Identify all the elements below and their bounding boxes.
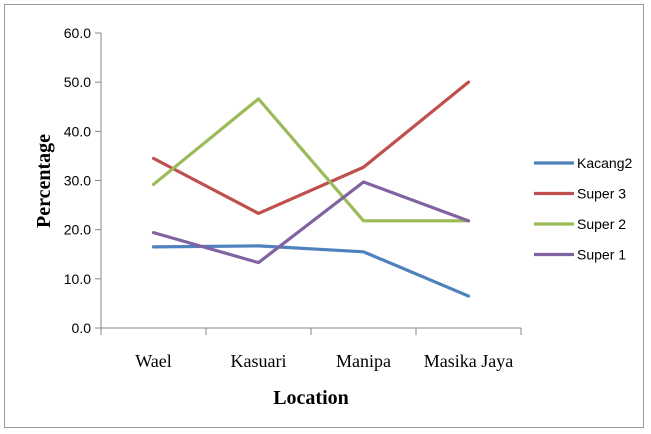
series-line-super-2 [151, 97, 471, 223]
y-tick-label: 20.0 [64, 222, 91, 238]
x-axis-title: Location [273, 387, 349, 409]
x-tick-label: Masika Jaya [424, 351, 513, 371]
legend-label-kacang2: Kacang2 [577, 155, 632, 171]
x-tick-label: Wael [135, 351, 172, 371]
y-tick-label: 0.0 [72, 320, 92, 336]
y-tick-labels: 0.0 10.0 20.0 30.0 40.0 50.0 60.0 [64, 25, 91, 336]
y-tick-label: 10.0 [64, 271, 91, 287]
axes [95, 32, 522, 335]
chart-area [4, 4, 644, 428]
series-line-kacang2 [151, 244, 471, 298]
series-line-super-1 [151, 180, 471, 265]
y-axis-title: Percentage [33, 134, 55, 228]
y-tick-label: 30.0 [64, 173, 91, 189]
series-lines [151, 80, 471, 298]
x-tick-label: Manipa [336, 351, 391, 371]
x-tick-label: Kasuari [231, 351, 287, 371]
y-tick-label: 50.0 [64, 74, 91, 90]
y-tick-label: 60.0 [64, 25, 91, 41]
y-tick-label: 40.0 [64, 123, 91, 139]
legend-label-super-3: Super 3 [577, 186, 626, 202]
legend: Kacang2 Super 3 Super 2 Super 1 [534, 155, 632, 263]
series-line-super-3 [151, 80, 471, 216]
x-tick-labels: Wael Kasuari Manipa Masika Jaya [135, 351, 513, 371]
legend-label-super-2: Super 2 [577, 216, 626, 232]
legend-label-super-1: Super 1 [577, 247, 626, 263]
